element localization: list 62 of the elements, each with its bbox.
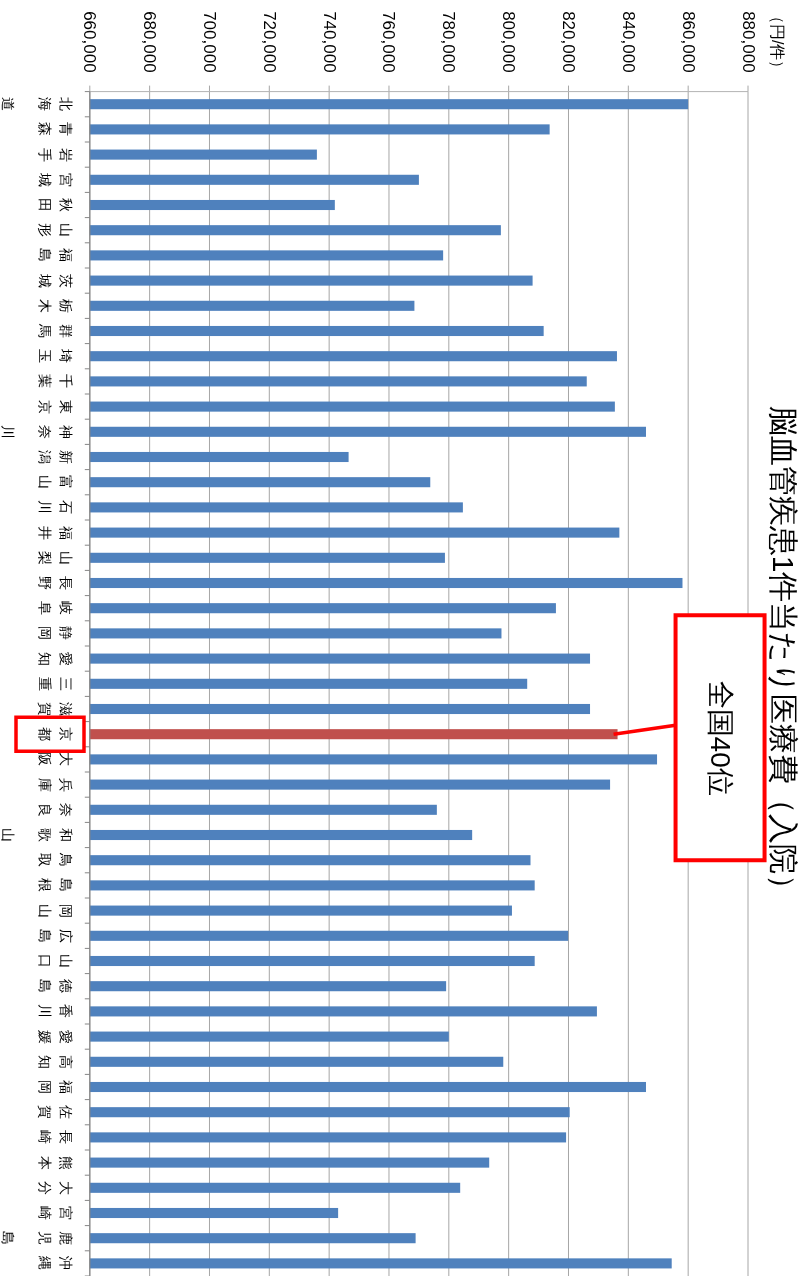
y-tick-label: 島根 bbox=[36, 878, 74, 893]
y-tick-label: 鳥取 bbox=[36, 852, 74, 868]
y-tick-label: 香川 bbox=[36, 1004, 74, 1019]
y-tick-label: 佐賀 bbox=[36, 1105, 74, 1120]
y-tick-label: 愛知 bbox=[36, 651, 74, 666]
callout-text: 全国40位 bbox=[705, 680, 737, 796]
y-tick-label: 埼玉 bbox=[36, 348, 74, 364]
x-tick-label: 820,000 bbox=[558, 11, 578, 73]
y-tick-label: 静岡 bbox=[36, 626, 74, 641]
x-tick-label: 760,000 bbox=[379, 11, 399, 73]
x-tick-label: 860,000 bbox=[678, 11, 698, 73]
category-label: 北海道 bbox=[0, 97, 74, 112]
y-tick-label: 宮崎 bbox=[36, 1206, 74, 1220]
category-label: 神奈川 bbox=[0, 424, 74, 439]
y-tick-label: 滋賀 bbox=[36, 702, 74, 716]
y-tick-label: 山梨 bbox=[36, 550, 74, 565]
y-tick-label: 熊本 bbox=[36, 1155, 74, 1170]
y-tick-label: 茨城 bbox=[36, 272, 74, 288]
x-tick-label: 780,000 bbox=[439, 11, 459, 73]
x-tick-label: 660,000 bbox=[80, 11, 100, 73]
y-tick-label: 大阪 bbox=[36, 752, 74, 767]
y-tick-label: 宮城 bbox=[36, 171, 74, 187]
y-tick-label: 山形 bbox=[36, 223, 74, 238]
note: （円/件） bbox=[768, 8, 786, 77]
y-tick-label: 富山 bbox=[36, 475, 74, 490]
y-tick-label: 愛媛 bbox=[36, 1029, 74, 1044]
y-tick-label: 東京 bbox=[36, 399, 74, 414]
y-tick-label: 徳島 bbox=[36, 979, 74, 994]
x-tick-label: 840,000 bbox=[618, 11, 638, 73]
y-tick-label: 奈良 bbox=[36, 802, 74, 817]
y-tick-label: 京都 bbox=[36, 727, 74, 742]
y-tick-label: 千葉 bbox=[36, 374, 74, 389]
x-tick-label: 800,000 bbox=[499, 11, 519, 73]
category-label: 和歌山 bbox=[0, 828, 74, 842]
x-tick-label: 720,000 bbox=[259, 11, 279, 73]
category-label: 鹿児島 bbox=[0, 1231, 74, 1246]
y-tick-label: 岩手 bbox=[36, 147, 74, 162]
x-tick-label: 700,000 bbox=[199, 11, 219, 73]
x-tick-label: 880,000 bbox=[738, 11, 758, 73]
y-tick-label: 福岡 bbox=[36, 1080, 74, 1094]
y-tick-label: 長野 bbox=[36, 576, 74, 590]
y-tick-label: 新潟 bbox=[36, 450, 74, 464]
title: 脳血管疾患1件当たり医療費（入院） bbox=[766, 405, 800, 905]
y-tick-label: 秋田 bbox=[36, 198, 74, 212]
y-tick-label: 長崎 bbox=[36, 1130, 74, 1145]
y-tick-label: 高知 bbox=[36, 1054, 74, 1069]
x-tick-label: 740,000 bbox=[319, 11, 339, 73]
y-tick-label: 沖縄 bbox=[36, 1255, 74, 1271]
y-tick-label: 福井 bbox=[36, 525, 74, 540]
y-tick-label: 三重 bbox=[36, 676, 74, 691]
y-tick-label: 福島 bbox=[36, 248, 74, 263]
y-tick-label: 青森 bbox=[36, 122, 74, 137]
y-tick-label: 石川 bbox=[36, 500, 74, 515]
y-tick-label: 兵庫 bbox=[36, 777, 74, 792]
y-tick-label: 群馬 bbox=[36, 323, 74, 338]
x-tick-label: 680,000 bbox=[140, 11, 160, 73]
y-tick-label: 岡山 bbox=[36, 903, 74, 918]
y-tick-label: 岐阜 bbox=[36, 601, 74, 616]
y-tick-label: 大分 bbox=[36, 1180, 74, 1195]
y-tick-label: 山口 bbox=[36, 954, 74, 968]
y-tick-label: 広島 bbox=[36, 928, 74, 943]
y-tick-label: 栃木 bbox=[36, 298, 74, 313]
